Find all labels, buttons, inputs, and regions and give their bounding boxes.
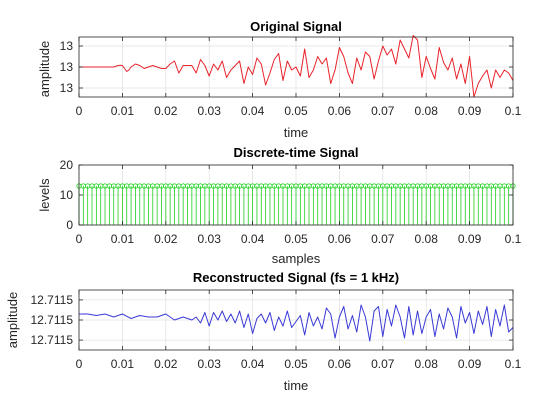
y-tick-label: 13 — [60, 39, 74, 53]
x-tick-label: 0 — [76, 232, 83, 246]
y-axis-label: amplitude — [5, 292, 20, 348]
x-tick-label: 0.1 — [505, 357, 522, 371]
x-tick-label: 0.01 — [111, 232, 135, 246]
x-tick-label: 0.1 — [505, 232, 522, 246]
x-tick-label: 0.05 — [284, 232, 308, 246]
x-axis-label: time — [284, 125, 309, 140]
subplot-reconstructed-signal: Reconstructed Signal (fs = 1 kHz) time a… — [5, 270, 522, 393]
x-tick-label: 0.08 — [415, 232, 439, 246]
y-tick-label: 12.7115 — [31, 293, 74, 307]
x-tick-label: 0 — [76, 357, 83, 371]
x-tick-label: 0.09 — [458, 357, 482, 371]
x-tick-label: 0.08 — [415, 357, 439, 371]
x-tick-label: 0.09 — [458, 104, 482, 118]
y-tick-label: 20 — [60, 158, 74, 172]
x-tick-label: 0.07 — [371, 357, 395, 371]
x-tick-label: 0.1 — [505, 104, 522, 118]
x-tick-label: 0.07 — [371, 232, 395, 246]
subplot-title: Original Signal — [250, 19, 342, 34]
x-tick-label: 0.02 — [154, 357, 178, 371]
x-tick-label: 0.05 — [284, 357, 308, 371]
subplot-title: Discrete-time Signal — [234, 145, 359, 160]
x-tick-label: 0.03 — [198, 104, 222, 118]
x-tick-label: 0.01 — [111, 104, 135, 118]
subplot-title: Reconstructed Signal (fs = 1 kHz) — [193, 270, 399, 285]
x-tick-label: 0.06 — [328, 357, 352, 371]
x-tick-label: 0.01 — [111, 357, 135, 371]
subplot-discrete-time-signal: Discrete-time Signal samples levels 0 0.0… — [37, 145, 522, 266]
y-tick-label: 12.7115 — [31, 333, 74, 347]
x-tick-label: 0.02 — [154, 104, 178, 118]
x-tick-label: 0.05 — [284, 104, 308, 118]
subplot-original-signal: Original Signal time amplitude 0 0.01 0.02… — [37, 19, 522, 140]
x-axis-label: samples — [272, 251, 321, 266]
x-tick-label: 0.06 — [328, 232, 352, 246]
x-tick-label: 0.02 — [154, 232, 178, 246]
x-tick-label: 0.09 — [458, 232, 482, 246]
x-tick-label: 0.06 — [328, 104, 352, 118]
x-tick-label: 0.04 — [241, 232, 265, 246]
x-tick-label: 0 — [76, 104, 83, 118]
y-axis-label: levels — [37, 178, 52, 212]
x-axis-label: time — [284, 378, 309, 393]
x-tick-label: 0.08 — [415, 104, 439, 118]
y-tick-label: 13 — [60, 60, 74, 74]
series-line — [79, 35, 514, 98]
y-tick-label: 10 — [60, 188, 74, 202]
x-tick-label: 0.04 — [241, 104, 265, 118]
x-tick-label: 0.07 — [371, 104, 395, 118]
x-tick-label: 0.03 — [198, 357, 222, 371]
x-tick-label: 0.03 — [198, 232, 222, 246]
y-tick-label: 0 — [66, 218, 73, 232]
y-tick-label: 13 — [60, 81, 74, 95]
y-tick-label: 12.7115 — [31, 313, 74, 327]
x-tick-label: 0.04 — [241, 357, 265, 371]
series-line — [79, 304, 514, 342]
y-axis-label: amplitude — [37, 41, 52, 97]
